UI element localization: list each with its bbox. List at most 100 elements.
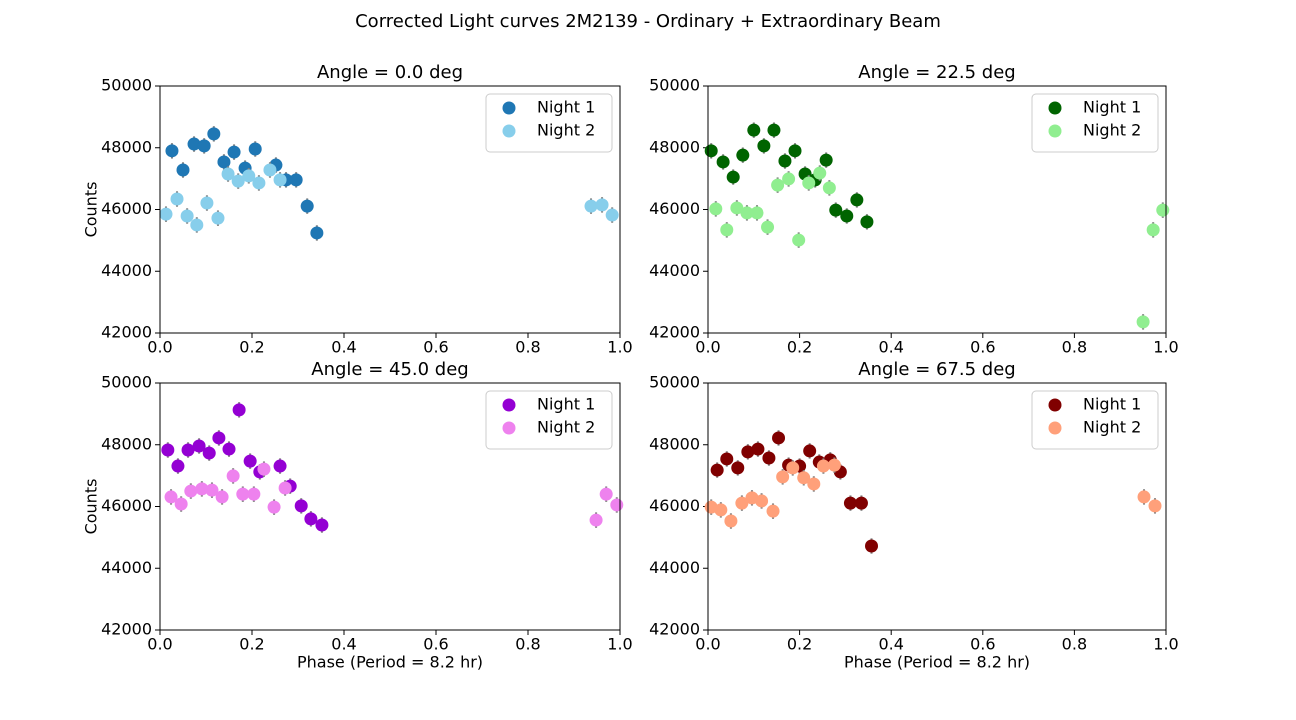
data-point <box>860 215 874 229</box>
data-point <box>822 181 836 195</box>
subplot-title: Angle = 0.0 deg <box>317 62 463 83</box>
data-point <box>300 199 314 213</box>
data-point <box>232 403 246 417</box>
data-point <box>767 123 781 137</box>
data-point <box>724 514 738 528</box>
data-point <box>735 496 749 510</box>
data-point <box>751 442 765 456</box>
data-point <box>704 144 718 158</box>
data-point <box>605 208 619 222</box>
y-tick-label: 44000 <box>649 261 700 280</box>
legend-label: Night 2 <box>1083 121 1141 140</box>
data-point <box>772 431 786 445</box>
data-point <box>205 483 219 497</box>
legend-box <box>1031 93 1159 153</box>
y-tick-label: 48000 <box>101 434 152 453</box>
data-point <box>803 444 817 458</box>
legend-marker <box>1048 398 1062 412</box>
data-point <box>816 459 830 473</box>
y-tick-label: 42000 <box>649 620 700 639</box>
x-tick-label: 1.0 <box>1153 635 1178 654</box>
y-tick-label: 50000 <box>101 373 152 392</box>
data-point <box>716 155 730 169</box>
legend-marker <box>1048 101 1062 115</box>
data-point <box>750 206 764 220</box>
y-tick-label: 44000 <box>649 558 700 577</box>
data-point <box>164 490 178 504</box>
data-point <box>1146 223 1160 237</box>
data-point <box>771 178 785 192</box>
data-point <box>761 220 775 234</box>
y-tick-label: 44000 <box>101 261 152 280</box>
data-point <box>181 443 195 457</box>
y-tick-label: 50000 <box>649 76 700 95</box>
subplot: Angle = 0.0 deg 0.0 0.2 0.4 0.6 0.8 1.0 42000 44… <box>82 62 633 357</box>
data-point <box>315 518 329 532</box>
data-point <box>778 154 792 168</box>
x-tick-label: 0.8 <box>1062 635 1087 654</box>
legend-marker <box>502 101 516 115</box>
x-tick-label: 1.0 <box>1153 338 1178 357</box>
y-tick-label: 46000 <box>101 199 152 218</box>
data-point <box>762 451 776 465</box>
data-point <box>730 201 744 215</box>
data-point <box>829 203 843 217</box>
data-point <box>310 226 324 240</box>
data-point <box>757 139 771 153</box>
y-tick-label: 48000 <box>649 434 700 453</box>
y-axis-label: Counts <box>82 479 101 535</box>
data-point <box>231 174 245 188</box>
y-tick-label: 50000 <box>101 76 152 95</box>
data-point <box>843 496 857 510</box>
y-tick-label: 46000 <box>649 496 700 515</box>
data-point <box>802 176 816 190</box>
data-point <box>227 145 241 159</box>
data-point <box>257 462 271 476</box>
data-point <box>792 233 806 247</box>
y-axis-label: Counts <box>82 182 101 238</box>
data-point <box>584 199 598 213</box>
legend-marker <box>1048 421 1062 435</box>
legend-box <box>485 390 613 450</box>
y-tick-label: 48000 <box>649 137 700 156</box>
data-point <box>840 209 854 223</box>
data-point <box>263 163 277 177</box>
x-tick-label: 0.6 <box>423 338 448 357</box>
y-tick-label: 50000 <box>649 373 700 392</box>
y-tick-label: 42000 <box>101 620 152 639</box>
x-tick-label: 0.6 <box>970 338 995 357</box>
legend-marker <box>502 124 516 138</box>
data-point <box>736 148 750 162</box>
x-tick-label: 0.8 <box>515 635 540 654</box>
data-point <box>236 487 250 501</box>
y-tick-label: 44000 <box>101 558 152 577</box>
y-tick-label: 46000 <box>101 496 152 515</box>
x-tick-label: 0.2 <box>787 338 812 357</box>
legend-box <box>1031 390 1159 450</box>
data-point <box>747 123 761 137</box>
x-axis-label: Phase (Period = 8.2 hr) <box>844 653 1030 672</box>
data-point <box>720 223 734 237</box>
data-point <box>215 490 229 504</box>
legend-label: Night 1 <box>1083 395 1141 414</box>
data-point <box>252 176 266 190</box>
subplot: Angle = 67.5 deg 0.0 0.2 0.4 0.6 0.8 1.0 42000 4… <box>649 359 1179 672</box>
x-tick-label: 0.8 <box>515 338 540 357</box>
data-point <box>741 445 755 459</box>
data-point <box>207 127 221 141</box>
x-tick-label: 0.4 <box>331 635 356 654</box>
data-point <box>1156 203 1170 217</box>
data-point <box>786 461 800 475</box>
data-point <box>610 498 624 512</box>
data-point <box>1148 499 1162 513</box>
data-point <box>159 207 173 221</box>
x-axis-label: Phase (Period = 8.2 hr) <box>297 653 483 672</box>
data-point <box>599 487 613 501</box>
x-tick-label: 0.4 <box>878 635 903 654</box>
data-point <box>192 439 206 453</box>
subplot-title: Angle = 67.5 deg <box>858 359 1015 380</box>
legend-label: Night 1 <box>1083 98 1141 117</box>
data-point <box>176 163 190 177</box>
data-point <box>190 218 204 232</box>
